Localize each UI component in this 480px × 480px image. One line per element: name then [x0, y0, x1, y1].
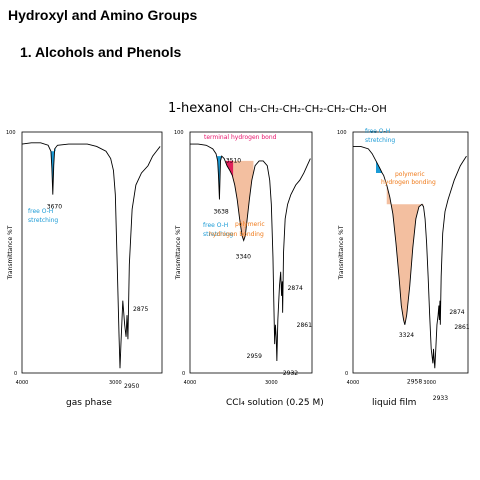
panel-label-gas-phase: gas phase [66, 398, 112, 408]
panel-label-ccl4-solution: CCl₄ solution (0.25 M) [226, 398, 324, 408]
polymeric-band [386, 185, 424, 325]
peak-label-3510: 3510 [226, 158, 241, 165]
y-axis-label: Transmittance %T [338, 225, 345, 280]
x-tick-label-3000: 3000 [109, 380, 122, 386]
terminal-h-bond-label: terminal hydrogen bond [204, 134, 277, 141]
peak-label-3670: 3670 [47, 204, 62, 211]
y-tick-label-100: 100 [337, 130, 347, 136]
peak-label-3340: 3340 [236, 253, 251, 260]
y-tick-label-100: 100 [6, 130, 16, 136]
x-tick-label-4000: 4000 [16, 380, 29, 386]
free-label: free O-H [203, 222, 228, 229]
x-tick-label-4000: 4000 [347, 380, 360, 386]
y-tick-label-0: 0 [182, 371, 185, 377]
polymeric-label: polymeric [235, 221, 265, 228]
compound-heading: 1-hexanol CH₃-CH₂-CH₂-CH₂-CH₂-CH₂-OH [168, 101, 387, 116]
y-tick-label-100: 100 [174, 130, 184, 136]
y-axis-label: Transmittance %T [175, 225, 182, 280]
section-subtitle: 1. Alcohols and Phenols [20, 44, 182, 60]
x-tick-label-4000: 4000 [184, 380, 197, 386]
peak-label-2875: 2875 [133, 306, 148, 313]
polymeric-label: hydrogen bonding [381, 179, 436, 186]
free-label: free O-H [365, 128, 390, 135]
polymeric-band [225, 160, 254, 241]
plot-frame [189, 131, 313, 374]
ir-spectrum-panel-3: 100 0 4000 3000 Transmittance %T free O-H stre… [337, 128, 470, 402]
polymeric-label: hydrogen bonding [209, 231, 264, 238]
peak-label-3324: 3324 [399, 332, 414, 339]
y-axis-label: Transmittance %T [7, 225, 14, 280]
x-tick-label-3000: 3000 [265, 380, 278, 386]
ir-spectrum-panel-2: 100 0 4000 3000 Transmittance %T terminal hyd… [174, 130, 313, 386]
peak-label-2874: 2874 [449, 309, 464, 316]
page-title: Hydroxyl and Amino Groups [8, 7, 198, 23]
free-label: free O-H [28, 208, 53, 215]
peak-label-2959: 2959 [247, 353, 262, 360]
peak-label-2932: 2932 [283, 370, 298, 377]
peak-label-2958: 2958 [407, 378, 422, 385]
plot-frame [21, 131, 163, 374]
free-label: stretching [203, 231, 233, 238]
y-tick-label-0: 0 [345, 371, 348, 377]
panel-label-liquid-film: liquid film [372, 398, 417, 408]
y-tick-label-0: 0 [14, 371, 17, 377]
plot-frame [352, 131, 469, 374]
spectrum-line [21, 142, 161, 369]
compound-name: 1-hexanol [168, 101, 233, 116]
compound-formula: CH₃-CH₂-CH₂-CH₂-CH₂-CH₂-OH [238, 104, 387, 115]
ir-spectrum-panel-1: 100 0 4000 3000 Transmittance %T 3670 2875 2950… [6, 130, 163, 390]
peak-label-3638: 3638 [213, 208, 228, 215]
peak-label-2874: 2874 [288, 285, 303, 292]
peak-label-2861: 2861 [454, 324, 469, 331]
free-label: stretching [365, 137, 395, 144]
spectrum-line [190, 143, 311, 361]
spectrum-line [353, 146, 467, 369]
x-tick-label-3000: 3000 [423, 380, 436, 386]
peak-label-2950: 2950 [124, 383, 139, 390]
free-label: stretching [28, 217, 58, 224]
peak-label-2861: 2861 [297, 322, 312, 329]
polymeric-label: polymeric [395, 171, 425, 178]
peak-label-2933: 2933 [433, 395, 448, 402]
